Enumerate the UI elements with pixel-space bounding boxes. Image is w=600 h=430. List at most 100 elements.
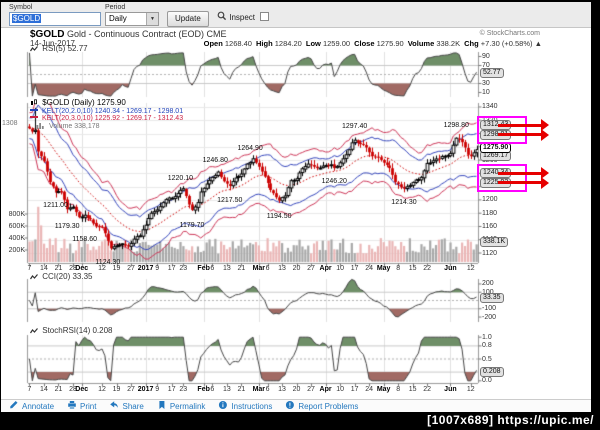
x-axis-label: 21 xyxy=(237,385,246,393)
x-axis-label: 12 xyxy=(466,385,475,393)
x-axis-label: 21 xyxy=(54,385,63,393)
main-legend: $GOLD (Daily) 1275.90 xyxy=(30,98,126,107)
x-axis-label: 10 xyxy=(336,385,344,393)
inspect-control[interactable]: Inspect xyxy=(217,11,270,25)
footer-link-share[interactable]: Share xyxy=(109,400,144,412)
footer-link-label: Print xyxy=(80,401,97,411)
stochrsi-tick: 1.0 xyxy=(482,333,492,341)
x-axis-label: 15 xyxy=(408,385,417,393)
x-axis-label: Jun xyxy=(444,385,457,393)
x-axis-label: 17 xyxy=(167,385,176,393)
footer-link-label: Report Problems xyxy=(298,401,359,411)
period-label: Period xyxy=(105,4,126,11)
x-axis-label: Mar xyxy=(252,385,266,393)
x-axis-label: 27 xyxy=(127,385,135,393)
rsi-bubble: 52.77 xyxy=(480,68,504,79)
kelt-outer-legend: KELT(20,3.0,10) 1225.92 - 1269.17 - 1312… xyxy=(30,114,183,123)
price-annotation: 1179.30 xyxy=(54,222,80,230)
symbol-value: $GOLD xyxy=(12,14,42,23)
quote-field-label: Volume xyxy=(407,38,435,48)
annotation-arrow xyxy=(498,128,549,141)
x-axis-label: 6 xyxy=(210,265,215,272)
x-axis-label: 24 xyxy=(365,385,374,393)
x-axis-label: 7 xyxy=(27,265,32,272)
price-annotation: 1217.50 xyxy=(217,197,243,205)
x-axis-label: 23 xyxy=(179,385,188,393)
cci-bubble: 33.35 xyxy=(480,292,504,303)
pencil-icon xyxy=(9,400,19,412)
highlight-box xyxy=(477,164,527,192)
rsi-tick: 30 xyxy=(482,80,490,87)
price-annotation: 1298.80 xyxy=(443,122,469,130)
line-chart-icon xyxy=(30,273,38,279)
volume-bubble: 338.1K xyxy=(480,236,509,247)
line-chart-icon xyxy=(30,328,38,334)
x-axis-label: Dec xyxy=(75,385,89,393)
x-axis-label: 9 xyxy=(155,385,160,393)
symbol-label: Symbol xyxy=(9,4,33,11)
price-bubble: 1275.90 xyxy=(480,143,512,154)
volume-tick: 800K xyxy=(8,210,25,218)
cci-tick: -200 xyxy=(482,313,497,321)
bottom-toolbar: Annotate Print Share Permalink Instructions R… xyxy=(1,399,591,412)
x-axis-label: 8 xyxy=(396,265,401,272)
footer-link-instructions[interactable]: Instructions xyxy=(218,400,272,412)
symbol-input[interactable]: $GOLD xyxy=(9,12,101,26)
x-axis-label: Apr xyxy=(319,265,332,272)
kelt-inner-legend: KELT(20,2.0,10) 1240.34 - 1269.17 - 1298… xyxy=(30,107,183,116)
volume-tick: 600K xyxy=(8,222,25,230)
kelt-inner-line-swatch xyxy=(30,108,38,111)
footer-link-label: Annotate xyxy=(22,401,55,411)
x-axis-label: Dec xyxy=(75,265,89,272)
frame-top xyxy=(0,0,600,2)
volume-tick: 200K xyxy=(8,246,25,254)
footer-link-print[interactable]: Print xyxy=(67,400,96,412)
volume-tick: 400K xyxy=(8,234,25,242)
quote-field-value: 1259.00 xyxy=(320,38,351,48)
x-axis-label: 9 xyxy=(155,265,160,272)
copyright: © StockCharts.com xyxy=(479,30,540,37)
alert-icon xyxy=(285,400,295,412)
annotation-arrow xyxy=(498,167,549,180)
footer-link-permalink[interactable]: Permalink xyxy=(157,400,205,412)
candlestick-icon xyxy=(31,99,37,105)
chart-title-text: Gold - Continuous Contract (EOD) CME xyxy=(66,29,227,39)
quote-field-value: 1284.20 xyxy=(272,38,302,48)
price-annotation: 1297.40 xyxy=(341,123,368,131)
highlight-box xyxy=(477,116,527,144)
footer-link-report-problems[interactable]: Report Problems xyxy=(285,400,358,412)
stochrsi-legend: StochRSI(14) 0.208 xyxy=(30,326,113,335)
x-axis-label: 23 xyxy=(179,265,188,272)
price-annotation: 1179.70 xyxy=(179,221,205,229)
x-axis-label: 19 xyxy=(112,385,121,393)
x-axis-label: 20 xyxy=(292,265,301,272)
footer-link-annotate[interactable]: Annotate xyxy=(9,400,54,412)
printer-icon xyxy=(67,400,77,412)
quote-field-label: Chg xyxy=(464,38,479,48)
quote-line: Open 1268.40 High 1284.20 Low 1259.00 Close… xyxy=(200,39,542,48)
quote-field-value: +7.30 (+0.58%) ▲ xyxy=(478,38,542,48)
price-annotation: 1246.80 xyxy=(202,156,228,164)
price-annotation: 1246.20 xyxy=(321,178,347,186)
period-select[interactable]: Daily ▼ xyxy=(105,12,159,26)
x-axis-label: 2017 xyxy=(137,265,154,272)
x-axis-label: 8 xyxy=(396,385,401,393)
x-axis-label: 24 xyxy=(365,265,374,272)
price-annotation: 1158.60 xyxy=(72,236,98,244)
x-axis-label: 13 xyxy=(222,385,231,393)
price-annotation: 1264.90 xyxy=(237,144,263,152)
x-axis-label: Mar xyxy=(252,265,266,272)
x-axis-label: Feb xyxy=(197,385,210,393)
quote-field-value: 1275.90 xyxy=(374,38,404,48)
x-axis-label: 28 xyxy=(69,385,77,393)
inspect-checkbox[interactable] xyxy=(260,12,270,21)
x-axis-label: 15 xyxy=(408,265,417,272)
share-icon xyxy=(109,400,119,412)
chevron-down-icon[interactable]: ▼ xyxy=(146,13,158,25)
rsi-tick: 70 xyxy=(482,62,490,69)
update-button[interactable]: Update xyxy=(167,11,209,27)
x-axis-label: 27 xyxy=(307,265,315,272)
x-axis-label: 13 xyxy=(222,265,231,272)
